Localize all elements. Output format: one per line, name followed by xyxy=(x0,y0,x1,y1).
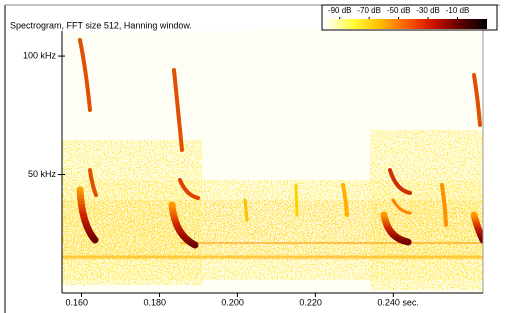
colorbar-tick-label: -70 dB xyxy=(357,6,381,15)
y-tick-label: 50 kHz xyxy=(28,169,57,179)
spectrogram-image xyxy=(62,30,483,293)
y-tick-label: 100 kHz xyxy=(23,50,57,60)
chart-title: Spectrogram, FFT size 512, Hanning windo… xyxy=(10,20,192,30)
spectrogram-window: Spectrogram, FFT size 512, Hanning windo… xyxy=(0,0,520,313)
colorbar-tick-label: -30 dB xyxy=(416,6,440,15)
x-tick-label: 0.160 xyxy=(65,297,88,307)
colorbar-gradient xyxy=(325,19,487,29)
x-tick-label: 0.180 xyxy=(143,297,166,307)
colorbar-tick-label: -90 dB xyxy=(328,6,352,15)
colorbar-tick-label: -50 dB xyxy=(387,6,411,15)
x-tick-label: 0.200 xyxy=(221,297,244,307)
x-tick-label: 0.240 sec. xyxy=(377,297,419,307)
x-tick-label: 0.220 xyxy=(299,297,322,307)
colorbar-tick-label: -10 dB xyxy=(446,6,470,15)
